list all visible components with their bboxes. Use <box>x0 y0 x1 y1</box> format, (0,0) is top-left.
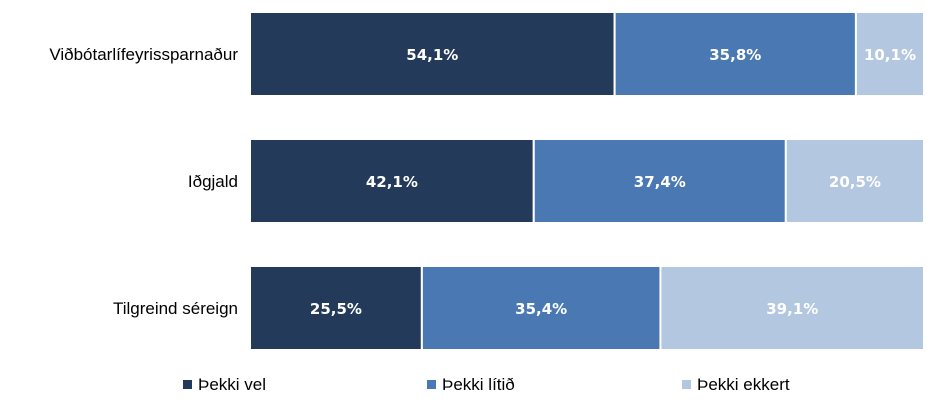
data-label: 37,4% <box>634 173 686 191</box>
bar-segments <box>249 11 926 351</box>
legend-swatch <box>427 380 436 389</box>
data-label: 54,1% <box>406 46 458 64</box>
data-label: 35,4% <box>515 300 567 318</box>
category-label: Tilgreind séreign <box>113 299 238 318</box>
bar-segment <box>532 138 787 224</box>
category-label: Viðbótarlífeyrissparnaður <box>49 45 238 64</box>
data-label: 42,1% <box>366 173 418 191</box>
legend-swatch <box>183 380 192 389</box>
bar-segment <box>249 265 423 351</box>
bar-segment <box>659 265 925 351</box>
legend-swatch <box>682 380 691 389</box>
bar-segment <box>249 138 535 224</box>
legend-label: Þekki lítið <box>442 375 515 394</box>
bar-segment <box>249 11 616 97</box>
category-labels: Viðbótarlífeyrissparnaður Iðgjald Tilgrein… <box>49 45 238 318</box>
category-label: Iðgjald <box>188 172 238 191</box>
bar-segment <box>854 11 926 97</box>
bar-segment <box>613 11 857 97</box>
bar-value-labels: 54,1% 35,8% 10,1% 42,1% 37,4% 20,5% 25,5% 35,4%… <box>310 46 916 318</box>
legend: Þekki vel Þekki lítið Þekki ekkert <box>183 375 790 394</box>
legend-label: Þekki ekkert <box>697 375 790 394</box>
legend-label: Þekki vel <box>198 375 266 394</box>
data-label: 20,5% <box>829 173 881 191</box>
data-label: 25,5% <box>310 300 362 318</box>
bar-segment <box>420 265 662 351</box>
data-label: 39,1% <box>766 300 818 318</box>
data-label: 10,1% <box>864 46 916 64</box>
bar-segment <box>784 138 926 224</box>
data-label: 35,8% <box>709 46 761 64</box>
